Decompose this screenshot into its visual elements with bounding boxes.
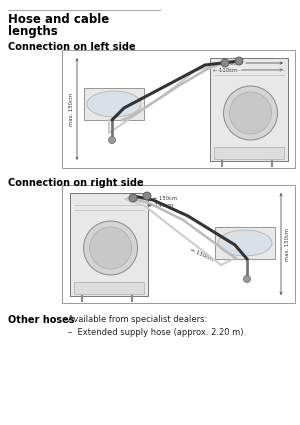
Text: lengths: lengths [8, 25, 58, 38]
Bar [74, 282, 144, 294]
Text: ← 140cm: ← 140cm [149, 202, 173, 207]
Circle shape [90, 227, 132, 269]
Bar [210, 58, 288, 161]
Bar [215, 227, 275, 259]
Text: Connection on right side: Connection on right side [8, 178, 144, 188]
Bar [62, 185, 295, 303]
Text: ← 150cm: ← 150cm [153, 196, 177, 201]
Circle shape [109, 136, 116, 144]
Text: ← 150cm: ← 150cm [190, 248, 214, 262]
Text: Hose and cable: Hose and cable [8, 13, 109, 26]
Circle shape [224, 86, 278, 140]
Text: max. 150cm: max. 150cm [285, 227, 290, 261]
Text: –  Extended supply hose (approx. 2.20 m).: – Extended supply hose (approx. 2.20 m). [68, 328, 246, 337]
Text: Connection on left side: Connection on left side [8, 42, 136, 52]
Bar [70, 193, 148, 296]
Circle shape [143, 192, 151, 200]
Circle shape [230, 92, 272, 134]
Text: max. 150cm: max. 150cm [69, 93, 74, 125]
Text: ← 110cm: ← 110cm [213, 68, 237, 73]
Text: Available from specialist dealers:: Available from specialist dealers: [68, 315, 207, 324]
Circle shape [244, 275, 250, 283]
Circle shape [235, 57, 243, 65]
Circle shape [129, 194, 137, 202]
Ellipse shape [218, 230, 272, 256]
Ellipse shape [87, 91, 141, 117]
Text: Other hoses: Other hoses [8, 315, 74, 325]
Bar [214, 147, 284, 159]
Bar [84, 88, 144, 120]
Circle shape [84, 221, 138, 275]
Text: ← 100cm: ← 100cm [217, 60, 241, 65]
Bar [62, 50, 295, 168]
Circle shape [221, 59, 229, 67]
